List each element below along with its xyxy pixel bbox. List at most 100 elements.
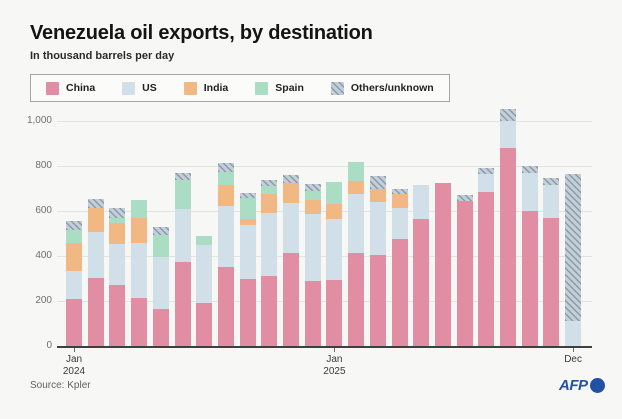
- bar-segment-others-unknown: [217, 162, 234, 172]
- bar-segment-others-unknown: [304, 183, 321, 191]
- gridline-200: [57, 300, 592, 302]
- x-axis-label: Jan 2025: [323, 354, 346, 377]
- bar-segment-us: [543, 185, 560, 218]
- afp-logo-text: AFP: [559, 377, 588, 394]
- y-axis-tick-label: 0: [46, 340, 52, 351]
- stacked-bar-jun-2025: [434, 182, 451, 346]
- x-axis-tick: [334, 348, 336, 352]
- bar-segment-us: [478, 174, 495, 192]
- legend-swatch-icon: [122, 81, 136, 95]
- bar-segment-others-unknown: [261, 179, 278, 187]
- bar-segment-us: [87, 232, 104, 279]
- bar-segment-others-unknown: [283, 175, 299, 183]
- stacked-bar-jul-2024: [196, 235, 213, 347]
- bar-segment-spain: [131, 199, 148, 218]
- x-axis-label: Dec: [564, 354, 582, 365]
- stacked-bar-may-2025: [413, 185, 430, 346]
- legend-item-us: US: [122, 81, 157, 95]
- bar-segment-china: [304, 280, 321, 346]
- legend-swatch-icon: [183, 81, 197, 95]
- bar-segment-china: [500, 147, 516, 346]
- bar-segment-us: [348, 194, 365, 253]
- bar-segment-china: [239, 278, 256, 346]
- stacked-bar-may-2024: [152, 226, 169, 347]
- x-axis-label: Jan 2024: [62, 354, 86, 377]
- bar-segment-us: [66, 270, 82, 299]
- bar-segment-china: [66, 298, 82, 346]
- gridline-400: [57, 255, 592, 257]
- stacked-bar-jan-2025: [326, 181, 343, 347]
- bar-segment-spain: [196, 235, 213, 245]
- stacked-bar-apr-2024: [131, 199, 148, 347]
- legend-swatch-icon: [46, 81, 59, 95]
- bar-segment-us: [283, 203, 299, 253]
- stacked-bar-aug-2025: [478, 168, 495, 347]
- bar-segment-us: [239, 224, 256, 279]
- bar-segment-china: [217, 267, 234, 346]
- bar-segment-spain: [261, 186, 278, 195]
- bar-segment-china: [478, 192, 495, 347]
- bar-segment-china: [413, 218, 430, 346]
- legend-swatch-icon: [330, 81, 344, 95]
- bar-segment-spain: [66, 230, 82, 243]
- y-axis-tick-label: 600: [35, 205, 52, 216]
- bar-segment-us: [131, 242, 148, 298]
- y-axis-tick-label: 1,000: [26, 115, 52, 126]
- bar-segment-china: [261, 276, 278, 346]
- bar-segment-spain: [174, 179, 191, 209]
- bar-segment-us: [565, 321, 582, 346]
- bar-segment-us: [109, 243, 126, 286]
- bar-segment-india: [348, 180, 365, 195]
- y-axis-tick-label: 400: [35, 250, 52, 261]
- stacked-bar-apr-2025: [391, 188, 408, 346]
- bar-segment-china: [434, 182, 451, 346]
- bar-segment-china: [543, 217, 560, 346]
- legend-label: India: [203, 82, 229, 94]
- bar-segment-others-unknown: [87, 198, 104, 208]
- chart-legend: China US India Spain Others/unknown: [30, 74, 450, 102]
- bar-segment-china: [283, 252, 299, 346]
- bar-segment-others-unknown: [239, 193, 256, 198]
- stacked-bar-feb-2024: [87, 198, 104, 346]
- bar-segment-china: [196, 303, 213, 347]
- bar-segment-china: [152, 309, 169, 347]
- bar-segment-us: [500, 120, 516, 148]
- legend-label: China: [66, 82, 96, 94]
- bar-segment-china: [87, 278, 104, 346]
- stacked-bar-mar-2025: [369, 176, 386, 346]
- bar-segment-china: [326, 279, 343, 347]
- source-credit: Source: Kpler: [30, 380, 91, 391]
- stacked-bar-jan-2024: [66, 221, 82, 346]
- bar-segment-india: [66, 242, 82, 271]
- bar-segment-us: [304, 214, 321, 281]
- bar-segment-india: [369, 188, 386, 202]
- bar-segment-us: [152, 257, 169, 309]
- stacked-bar-nov-2024: [283, 175, 299, 346]
- bar-segment-others-unknown: [456, 195, 473, 201]
- bar-segment-spain: [304, 190, 321, 200]
- legend-item-china: China: [46, 81, 96, 95]
- legend-swatch-icon: [255, 81, 269, 95]
- bar-segment-india: [326, 204, 343, 219]
- afp-logo-circle-icon: [589, 378, 605, 393]
- y-axis-tick-label: 200: [35, 295, 52, 306]
- stacked-bar-oct-2025: [521, 165, 538, 346]
- bar-segment-china: [391, 239, 408, 346]
- bar-segment-spain: [239, 197, 256, 219]
- gridline-800: [57, 165, 592, 167]
- bar-segment-china: [109, 285, 126, 346]
- stacked-bar-sep-2025: [500, 108, 516, 346]
- bar-segment-china: [348, 252, 365, 346]
- y-axis-tick-label: 800: [35, 160, 52, 171]
- bar-segment-us: [391, 207, 408, 240]
- stacked-bar-sep-2024: [239, 193, 256, 346]
- bar-segment-india: [217, 185, 234, 207]
- bar-segment-india: [283, 182, 299, 204]
- bar-segment-others-unknown: [565, 173, 582, 322]
- bar-segment-spain: [109, 217, 126, 224]
- chart-subtitle: In thousand barrels per day: [30, 50, 175, 62]
- stacked-bar-dec-2025: [565, 173, 582, 346]
- bar-segment-others-unknown: [478, 168, 495, 174]
- afp-logo: AFP: [559, 377, 605, 394]
